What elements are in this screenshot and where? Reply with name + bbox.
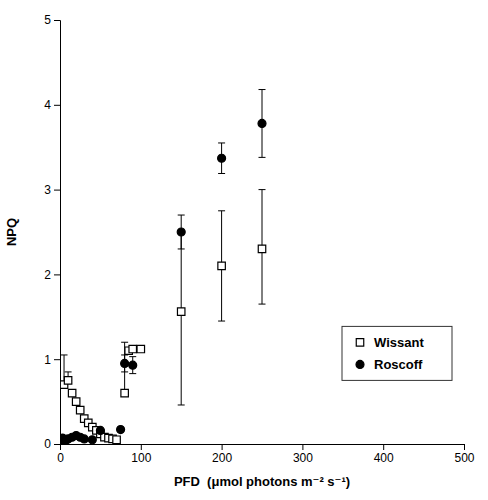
point (177, 228, 185, 236)
tick: 1 (44, 353, 60, 367)
point (64, 377, 71, 384)
error-bar (178, 215, 185, 249)
y-axis-label: NPQ (4, 218, 19, 246)
legend: Wissant Roscoff (342, 326, 452, 380)
plot: 0 100 200 300 400 500 0 1 2 3 4 5 Wissant Roscoff (44, 13, 475, 464)
tick-label: 400 (374, 451, 394, 465)
tick: 0 (44, 437, 60, 451)
point (177, 308, 184, 315)
tick: 400 (374, 444, 394, 465)
tick-label: 5 (44, 13, 51, 27)
point (80, 435, 88, 443)
tick: 500 (454, 444, 474, 465)
point (117, 426, 125, 434)
tick-mark (54, 190, 60, 191)
tick: 2 (44, 268, 60, 282)
point (258, 245, 265, 252)
error-bar (259, 190, 266, 304)
tick-label: 0 (44, 437, 51, 451)
tick-label: 200 (212, 451, 232, 465)
point (68, 389, 75, 396)
tick-mark (54, 20, 60, 21)
legend-item: Roscoff (356, 357, 423, 372)
legend-symbol (356, 360, 364, 368)
tick: 0 (57, 444, 64, 465)
point (258, 119, 266, 127)
tick-mark (383, 444, 384, 450)
tick: 200 (212, 444, 232, 465)
legend-label: Wissant (374, 335, 424, 350)
tick-mark (54, 105, 60, 106)
point (76, 406, 83, 413)
point (121, 389, 128, 396)
marks (60, 90, 266, 444)
y-axis: 0 1 2 3 4 5 (44, 13, 60, 451)
tick: 4 (44, 98, 60, 112)
point (218, 262, 225, 269)
point (96, 426, 104, 434)
point (137, 345, 144, 352)
legend-label: Roscoff (374, 357, 423, 372)
tick-mark (54, 274, 60, 275)
tick-label: 500 (454, 451, 474, 465)
error-bar (218, 211, 225, 321)
axis-domain (61, 445, 465, 451)
tick-label: 2 (44, 268, 51, 282)
tick: 3 (44, 183, 60, 197)
x-axis: 0 100 200 300 400 500 (57, 444, 475, 465)
tick-mark (54, 359, 60, 360)
error-bar (218, 143, 225, 174)
x-axis-label: PFD (μmol photons m⁻² s⁻¹) (174, 474, 350, 489)
tick-mark (302, 444, 303, 450)
point (88, 436, 96, 444)
legend-frame (342, 326, 452, 380)
tick-label: 4 (44, 98, 51, 112)
legend-symbol (356, 339, 363, 346)
point (113, 436, 120, 443)
tick-mark (464, 444, 465, 450)
tick-mark (54, 444, 60, 445)
tick: 300 (293, 444, 313, 465)
tick: 5 (44, 13, 60, 27)
tick: 100 (131, 444, 151, 465)
tick-label: 3 (44, 183, 51, 197)
point (121, 359, 129, 367)
error-bar (259, 90, 266, 158)
axis-domain (54, 21, 61, 445)
tick-label: 300 (293, 451, 313, 465)
tick-label: 0 (57, 451, 64, 465)
point (129, 345, 136, 352)
legend-item: Wissant (356, 335, 424, 350)
point (72, 398, 79, 405)
error-bar (178, 231, 185, 405)
series (60, 90, 266, 444)
tick-mark (222, 444, 223, 450)
chart: 0 100 200 300 400 500 0 1 2 3 4 5 Wissant Roscoff PFD … (0, 0, 488, 500)
point (218, 154, 226, 162)
error-bar (121, 355, 128, 372)
point (129, 361, 137, 369)
tick-label: 100 (131, 451, 151, 465)
tick-mark (141, 444, 142, 450)
tick-label: 1 (44, 353, 51, 367)
series (60, 190, 265, 444)
error-bar (129, 357, 136, 374)
